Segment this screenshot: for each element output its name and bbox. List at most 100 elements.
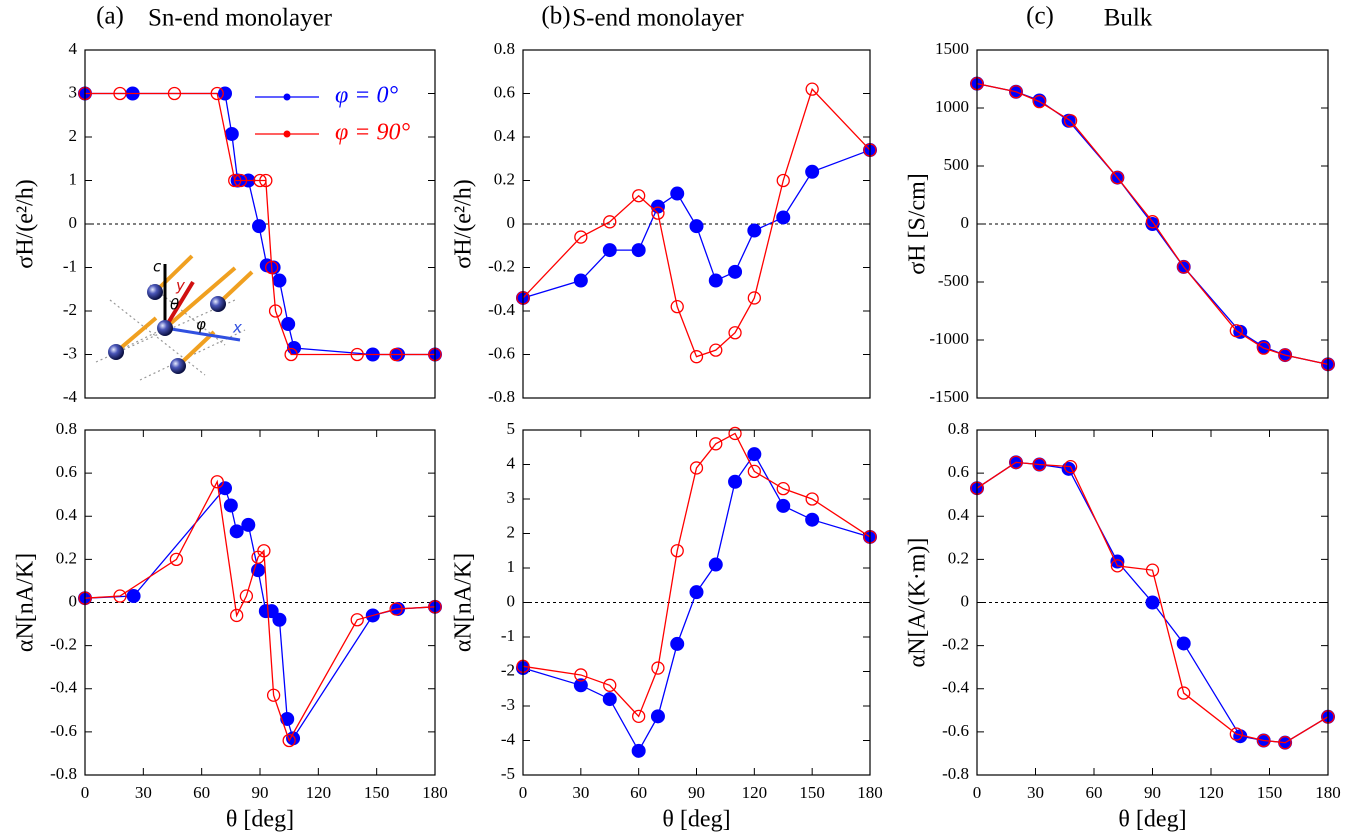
y-tick-label: -0.8 bbox=[942, 764, 969, 783]
plot-frame bbox=[976, 429, 1329, 776]
inset-label: φ bbox=[196, 316, 206, 334]
atom bbox=[170, 358, 186, 374]
data-point bbox=[631, 243, 646, 258]
data-point bbox=[233, 173, 248, 188]
data-point bbox=[1177, 260, 1191, 274]
legend-label: φ = 0° bbox=[335, 83, 398, 109]
x-tick-label: 150 bbox=[799, 783, 825, 802]
x-axis-arrow bbox=[164, 326, 241, 342]
data-point bbox=[272, 273, 287, 288]
data-point bbox=[1177, 686, 1191, 700]
y-tick-label: -500 bbox=[938, 271, 969, 290]
data-point bbox=[113, 86, 127, 101]
data-point bbox=[389, 347, 403, 362]
inset-label: θ bbox=[170, 296, 179, 314]
data-point bbox=[210, 475, 224, 489]
y-tick-label: 0.2 bbox=[56, 548, 77, 567]
y-tick-label: 0.4 bbox=[494, 126, 516, 145]
data-point bbox=[573, 273, 588, 288]
y-axis-label: σH/(e²/h) bbox=[13, 179, 39, 268]
y-tick-label: 500 bbox=[944, 155, 970, 174]
data-point bbox=[281, 317, 296, 332]
y-tick-label: 0.2 bbox=[948, 548, 969, 567]
x-tick-label: 180 bbox=[1315, 783, 1341, 802]
data-point bbox=[282, 733, 296, 748]
plot-frame bbox=[522, 49, 871, 399]
data-point bbox=[631, 743, 646, 758]
x-tick-label: 0 bbox=[81, 783, 90, 802]
y-tick-label: -0.4 bbox=[488, 300, 515, 319]
data-point bbox=[689, 461, 704, 475]
y-tick-label: 3 bbox=[507, 488, 516, 507]
y-tick-label: 0.6 bbox=[56, 462, 77, 481]
data-point bbox=[113, 589, 127, 603]
y-tick-label: 5 bbox=[507, 419, 516, 438]
data-point bbox=[1145, 563, 1160, 577]
inset-label: c bbox=[153, 258, 162, 276]
data-point bbox=[265, 260, 279, 275]
x-tick-label: 150 bbox=[364, 783, 390, 802]
data-point bbox=[776, 173, 790, 188]
y-tick-label: -0.2 bbox=[488, 256, 515, 275]
data-point bbox=[389, 602, 403, 616]
data-point bbox=[223, 498, 238, 513]
data-point bbox=[350, 613, 364, 627]
y-tick-label: -5 bbox=[501, 764, 515, 783]
y-tick-label: 1 bbox=[69, 169, 78, 188]
data-point bbox=[284, 347, 298, 362]
atom bbox=[157, 320, 173, 336]
data-point bbox=[602, 692, 617, 707]
y-tick-label: 4 bbox=[69, 39, 78, 58]
x-tick-label: 120 bbox=[306, 783, 332, 802]
plot-frame bbox=[522, 429, 871, 776]
x-tick-label: 180 bbox=[422, 783, 448, 802]
y-tick-label: -0.8 bbox=[50, 764, 77, 783]
x-tick-label: 90 bbox=[252, 783, 269, 802]
data-point bbox=[228, 173, 242, 188]
data-point bbox=[272, 612, 287, 627]
data-point bbox=[167, 86, 182, 101]
y-tick-label: 0 bbox=[507, 591, 516, 610]
y-tick-label: 2 bbox=[69, 126, 78, 145]
x-tick-label: 0 bbox=[973, 783, 982, 802]
data-point bbox=[650, 709, 665, 724]
inset-label: x bbox=[232, 319, 242, 337]
y-tick-label: 1000 bbox=[935, 97, 969, 116]
y-tick-label: -0.6 bbox=[488, 343, 515, 362]
data-point bbox=[210, 86, 224, 101]
data-point bbox=[1278, 348, 1292, 362]
data-point bbox=[239, 589, 254, 603]
y-tick-label: -0.4 bbox=[50, 678, 77, 697]
y-tick-label: -0.4 bbox=[942, 678, 969, 697]
data-point bbox=[805, 82, 819, 96]
series-line bbox=[976, 461, 1329, 744]
data-point bbox=[747, 223, 762, 238]
data-point bbox=[218, 481, 232, 496]
data-point bbox=[1145, 215, 1160, 229]
y-tick-label: -4 bbox=[63, 387, 78, 406]
x-tick-label: 30 bbox=[572, 783, 589, 802]
y-axis-label: αN[nA/K] bbox=[451, 553, 477, 652]
data-point bbox=[350, 347, 364, 362]
x-axis-label: θ [deg] bbox=[1118, 807, 1186, 833]
series-line bbox=[976, 83, 1329, 365]
series-line bbox=[84, 479, 436, 743]
inset-diagram: c y θ φ x bbox=[95, 254, 254, 381]
data-point bbox=[728, 426, 742, 441]
data-point bbox=[1032, 457, 1047, 472]
data-point bbox=[747, 447, 762, 462]
y-axis-label: αN[A/(K·m)] bbox=[905, 538, 931, 668]
data-point bbox=[1229, 727, 1243, 741]
data-point bbox=[1257, 733, 1271, 748]
x-tick-label: 60 bbox=[1086, 783, 1103, 802]
y-axis-arrow bbox=[163, 280, 195, 330]
panel: -5 -4 -3 -2 -1 0 1 2 3 4 5 0 30 60 90 120 150 180 αN[nA/K]… bbox=[451, 419, 883, 833]
y-tick-label: 1500 bbox=[935, 39, 969, 58]
panel: -1500 -1000 -500 0 500 1000 1500 σH [S/cm] (c) Bu… bbox=[905, 3, 1335, 406]
x-tick-label: 120 bbox=[1198, 783, 1224, 802]
y-tick-label: -0.2 bbox=[50, 635, 77, 654]
y-tick-label: -3 bbox=[501, 695, 515, 714]
panel: -4 -3 -2 -1 0 1 2 3 4 σH/(e²/h) (a) Sn-end monolaye… bbox=[13, 3, 442, 406]
y-tick-label: 0 bbox=[69, 213, 78, 232]
